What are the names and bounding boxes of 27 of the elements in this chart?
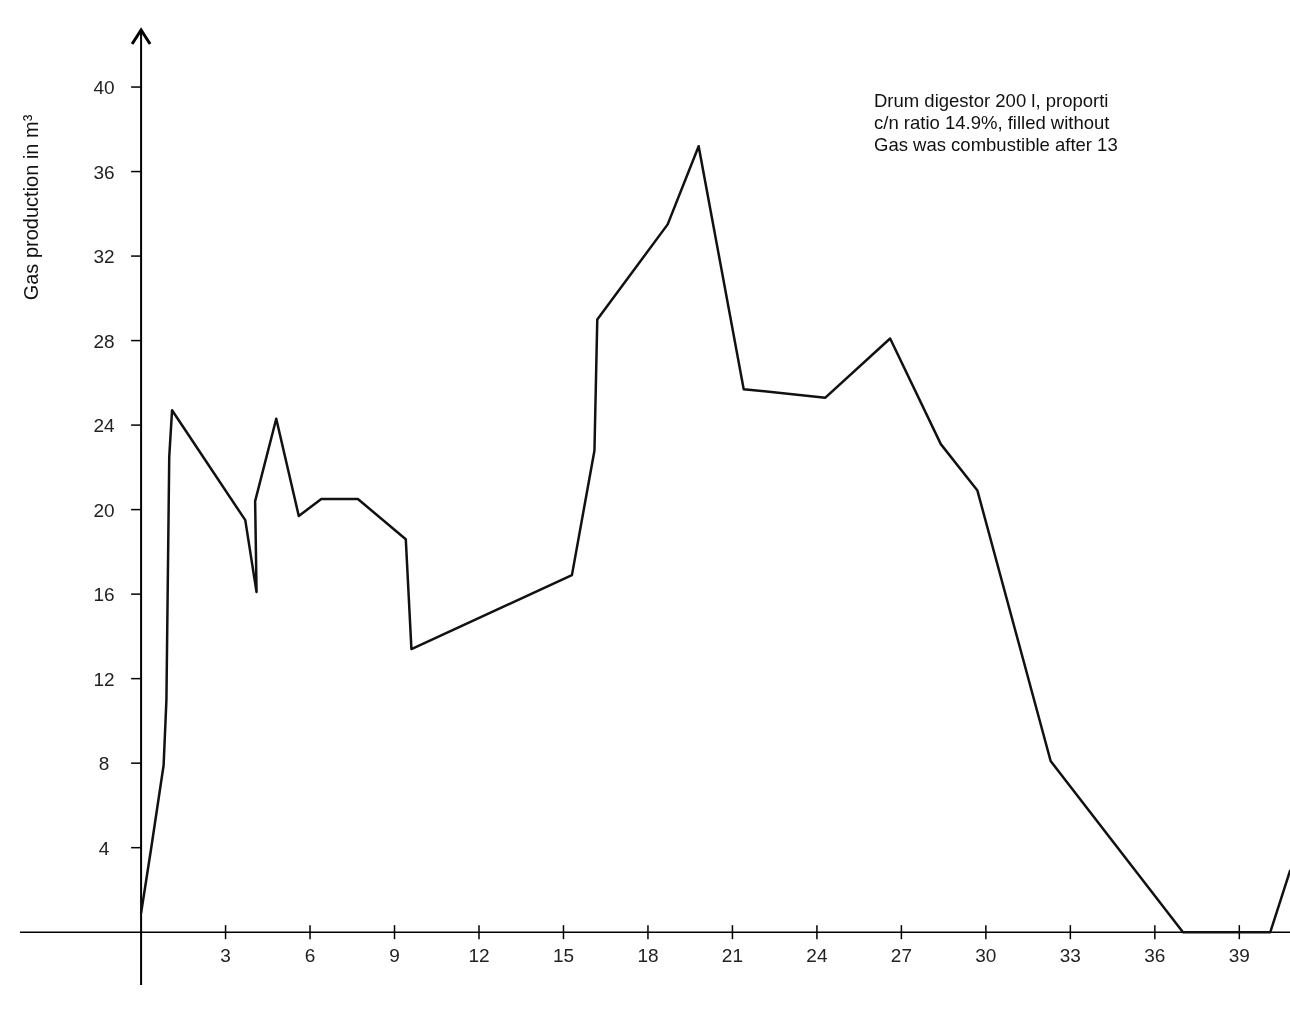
x-tick-label: 12 — [468, 945, 490, 967]
y-tick-label: 40 — [93, 77, 115, 99]
y-tick-label: 24 — [93, 415, 116, 437]
annotation: c/n ratio 14.9%, filled without — [874, 112, 1110, 133]
y-tick-label: 12 — [93, 668, 115, 690]
x-tick-label: 6 — [304, 945, 316, 967]
y-tick-label: 32 — [93, 246, 115, 268]
y-tick-label: 16 — [93, 584, 115, 606]
y-tick-label: 36 — [93, 161, 115, 183]
y-tick-label: 4 — [98, 837, 110, 859]
x-tick-label: 27 — [890, 945, 912, 967]
x-tick-label: 3 — [220, 945, 231, 967]
x-tick-label: 30 — [975, 945, 997, 967]
x-tick-label: 18 — [637, 945, 659, 967]
y-tick-label: 28 — [93, 330, 115, 352]
x-tick-label: 39 — [1228, 945, 1250, 967]
x-tick-label: 36 — [1144, 945, 1166, 967]
annotation: Gas was combustible after 13 — [874, 134, 1118, 155]
y-tick-label: 8 — [98, 753, 110, 775]
x-tick-label: 33 — [1059, 945, 1081, 967]
x-tick-label: 9 — [389, 945, 400, 967]
y-tick-label: 20 — [93, 499, 115, 521]
x-tick-label: 21 — [721, 945, 744, 967]
annotation: Drum digestor 200 l, proporti — [874, 90, 1109, 111]
x-tick-label: 24 — [806, 945, 828, 967]
x-tick-label: 15 — [552, 945, 575, 967]
y-axis-title: Gas production in m³ — [20, 114, 42, 301]
